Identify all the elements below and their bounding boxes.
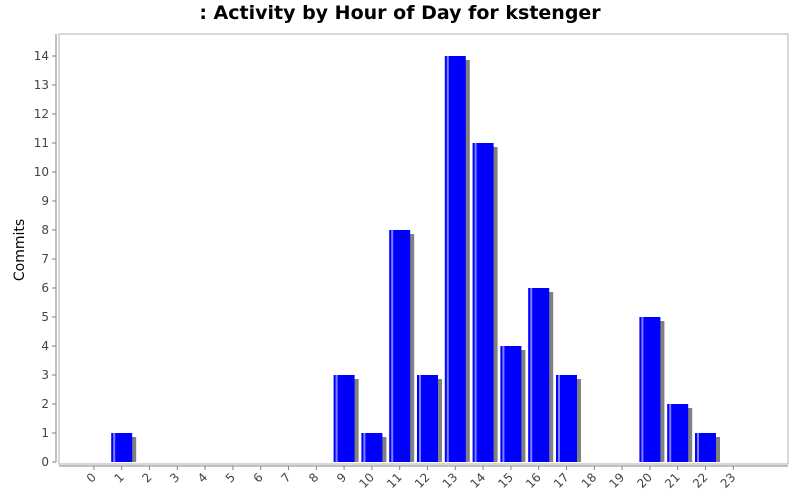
bar-highlight [419,375,421,462]
chart-title: : Activity by Hour of Day for kstenger [199,2,601,24]
y-tick-label: 13 [34,78,49,92]
y-tick-label: 1 [41,426,49,440]
bar-highlight [335,375,338,462]
y-tick-label: 12 [34,107,49,121]
y-tick-label: 8 [41,223,49,237]
bar [639,317,661,462]
x-tick-label: 14 [468,470,489,491]
x-tick-label: 5 [223,470,238,485]
bar-highlight [641,317,644,462]
bar [667,404,689,462]
x-tick-label: 22 [690,470,711,491]
bar-highlight [474,143,477,462]
bar [333,375,355,462]
bars-group [111,56,720,462]
x-tick-label: 21 [662,470,683,491]
x-tick-label: 9 [334,470,349,485]
y-tick-label: 10 [34,165,49,179]
bar-highlight [446,56,449,462]
x-tick-label: 10 [356,470,377,491]
bar-highlight [530,288,533,462]
y-tick-label: 4 [41,339,49,353]
bar-highlight [391,230,394,462]
x-tick-label: 18 [579,470,600,491]
y-tick-label: 3 [41,368,49,382]
y-tick-label: 9 [41,194,49,208]
bar [695,433,716,462]
y-axis-label: Commits [12,219,28,281]
bar [444,56,466,462]
x-tick-label: 4 [195,470,210,485]
bar [361,433,383,462]
bar-highlight [113,433,116,462]
bar [111,433,133,462]
x-tick-label: 6 [251,470,266,485]
bar [528,288,550,462]
x-tick-label: 7 [278,470,293,485]
x-axis: 0 1 2 3 4 5 6 7 8 9 10 11 12 13 14 15 16 17 18 19 20 21 22 23 [59,465,788,491]
x-tick-label: 2 [139,470,154,485]
x-tick-label: 17 [551,470,572,491]
x-tick-label: 11 [384,470,405,491]
y-tick-label: 7 [41,252,49,266]
bar-highlight [363,433,366,462]
bar [556,375,577,462]
x-tick-label: 20 [634,470,655,491]
x-tick-label: 13 [440,470,461,491]
y-tick-label: 6 [41,281,49,295]
x-tick-label: 12 [412,470,433,491]
x-tick-label: 0 [84,470,99,485]
bar [472,143,494,462]
y-tick-label: 0 [41,455,49,469]
x-tick-label: 19 [607,470,628,491]
x-tick-label: 15 [495,470,516,491]
y-tick-label: 11 [34,136,49,150]
y-tick-label: 14 [34,49,49,63]
bar [417,375,438,462]
x-tick-label: 1 [112,470,127,485]
bar-highlight [502,346,505,462]
x-tick-label: 23 [718,470,739,491]
y-tick-label: 2 [41,397,49,411]
bar [500,346,522,462]
bar-highlight [669,404,672,462]
x-tick-label: 8 [306,470,321,485]
x-tick-label: 16 [523,470,544,491]
bar [389,230,411,462]
y-tick-label: 5 [41,310,49,324]
bar-highlight [558,375,560,462]
x-tick-label: 3 [167,470,182,485]
bar-highlight [697,433,699,462]
